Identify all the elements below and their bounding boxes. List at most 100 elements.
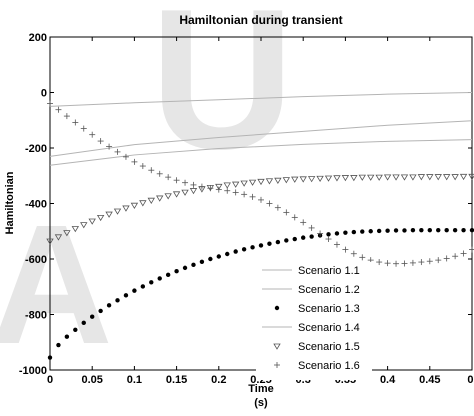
data-point (249, 193, 256, 200)
data-point (47, 100, 53, 107)
legend-item: Scenario 1.3 (274, 303, 360, 315)
series-scenario-1-1-line (49, 92, 473, 107)
data-point (409, 259, 416, 266)
series-scenario-1-4-line (49, 139, 473, 166)
data-point (157, 276, 162, 281)
data-point (460, 250, 467, 257)
data-point (375, 174, 383, 181)
data-point (434, 174, 442, 181)
data-point (418, 259, 425, 266)
data-point (132, 288, 137, 293)
data-point (231, 181, 240, 188)
data-point (241, 191, 248, 198)
data-point (342, 246, 349, 253)
data-point (274, 204, 281, 211)
data-point (96, 214, 105, 222)
data-point (89, 131, 96, 138)
data-point (215, 186, 222, 193)
data-point (426, 174, 434, 181)
data-point (317, 230, 324, 237)
data-point (282, 177, 291, 184)
legend-label: Scenario 1.3 (298, 303, 360, 315)
data-point (452, 227, 458, 233)
data-point (223, 182, 231, 189)
data-point (156, 195, 164, 202)
data-point (410, 227, 416, 233)
legend-label: Scenario 1.6 (298, 360, 360, 372)
data-point (283, 209, 290, 216)
data-point (266, 200, 273, 207)
data-point (241, 247, 247, 252)
data-point (181, 189, 189, 196)
data-point (182, 265, 188, 271)
data-point (284, 238, 289, 243)
data-point (376, 259, 383, 266)
data-point (131, 158, 138, 165)
chart-title: Hamiltonian during transient (179, 13, 342, 27)
data-point (98, 308, 103, 314)
data-point (291, 214, 298, 221)
data-point (90, 314, 95, 319)
data-point (275, 239, 281, 245)
data-point (333, 175, 341, 182)
data-point (442, 174, 451, 181)
data-point (427, 227, 432, 233)
data-point (164, 193, 172, 200)
data-point (461, 227, 466, 233)
data-point (123, 293, 129, 298)
data-point (265, 178, 274, 185)
data-point (215, 183, 223, 191)
data-point (55, 106, 62, 113)
data-point (426, 258, 433, 265)
x-tick-label: 0.45 (419, 374, 440, 386)
data-point (326, 232, 331, 237)
series-scenario-1-2-line (49, 120, 473, 157)
data-point (139, 200, 147, 207)
data-point (459, 173, 468, 181)
y-axis-label: Hamiltonian (4, 171, 16, 234)
data-point (233, 249, 238, 254)
data-point (207, 185, 214, 192)
data-point (267, 241, 272, 246)
series-scenario-1-5 (46, 173, 474, 245)
data-point (409, 174, 417, 181)
data-point (360, 229, 365, 234)
data-point (148, 167, 155, 174)
data-point (139, 163, 146, 170)
data-point (469, 227, 474, 233)
data-point (367, 174, 375, 181)
data-point (274, 177, 282, 184)
data-point (350, 175, 358, 182)
data-point (400, 174, 409, 181)
data-point (72, 119, 79, 126)
data-point (46, 238, 54, 245)
data-point (47, 355, 53, 360)
data-point (165, 272, 171, 278)
data-point (301, 235, 306, 240)
y-tick-label: 0 (41, 88, 47, 100)
data-point (383, 174, 392, 181)
data-point (436, 227, 441, 233)
legend-label: Scenario 1.4 (298, 322, 360, 334)
y-tick-label: -400 (25, 199, 47, 211)
data-point (190, 181, 197, 188)
data-point (172, 191, 181, 198)
data-point (113, 208, 122, 215)
data-point (435, 257, 442, 264)
data-point (351, 229, 357, 235)
data-point (225, 251, 230, 257)
data-point (88, 218, 96, 225)
data-point (81, 320, 86, 326)
legend-swatch (274, 305, 280, 311)
x-tick-label: 0 (47, 374, 53, 386)
data-point (80, 222, 88, 229)
data-point (334, 231, 340, 236)
x-tick-label: 0.2 (211, 374, 226, 386)
data-point (105, 211, 113, 218)
data-point (444, 227, 449, 233)
data-point (402, 228, 407, 233)
data-point (63, 230, 71, 237)
x-tick-label: 0. (467, 374, 474, 386)
